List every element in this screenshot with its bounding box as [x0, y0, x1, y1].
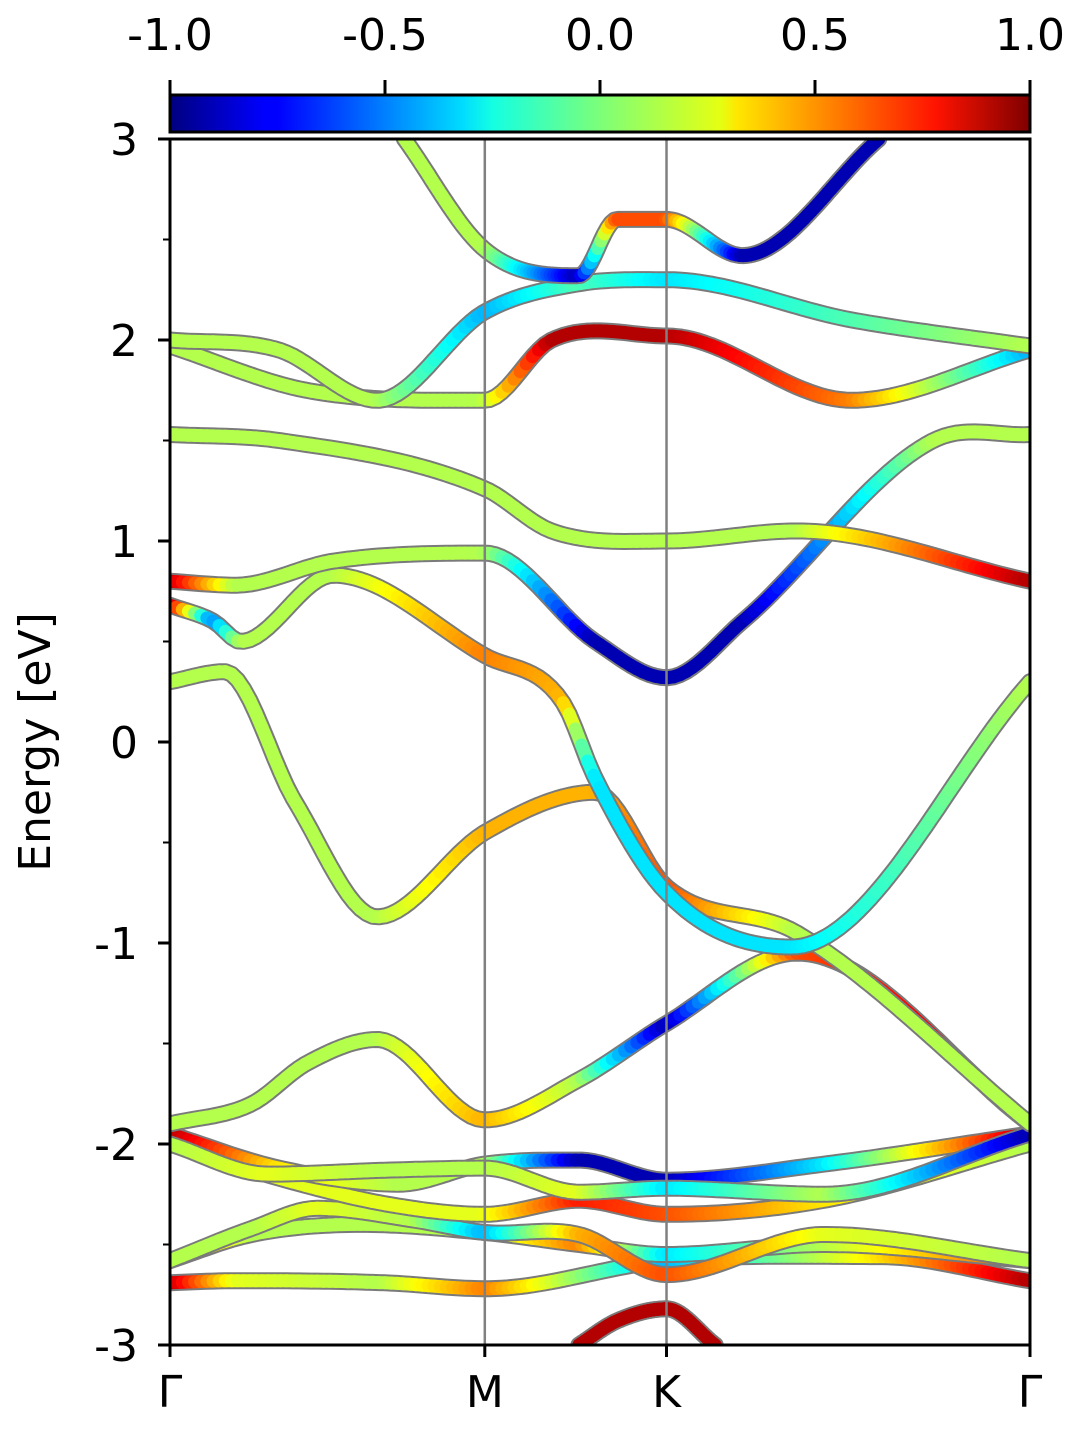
- band-6: [170, 1125, 1030, 1203]
- band-8: [170, 663, 1030, 1133]
- colorbar-tick-label: 0.5: [780, 10, 850, 61]
- y-tick-label: -3: [94, 1321, 138, 1372]
- band-9-outline: [170, 566, 1030, 956]
- x-tick-label: K: [652, 1367, 682, 1418]
- y-axis-label: Energy [eV]: [10, 612, 61, 872]
- x-tick-label: Γ: [158, 1367, 183, 1418]
- y-tick-label: 0: [110, 718, 138, 769]
- band-13: [170, 271, 1030, 409]
- x-tick-label: Γ: [1018, 1367, 1043, 1418]
- band-15: [570, 1300, 724, 1345]
- colorbar-tick-label: -1.0: [127, 10, 213, 61]
- band-3: [170, 1199, 1030, 1284]
- band-8-outline: [170, 663, 1030, 1133]
- colorbar: -1.0 -0.5 0.0 0.5 1.0: [127, 10, 1065, 134]
- colorbar-tick-label: 0.0: [565, 10, 635, 61]
- x-tick-label: M: [466, 1367, 504, 1418]
- y-tick-label: -2: [94, 1120, 138, 1171]
- colorbar-tick-label: -0.5: [342, 10, 428, 61]
- band-7-outline: [170, 944, 1030, 1133]
- band-7: [170, 944, 1030, 1133]
- y-tick-label: 3: [110, 115, 138, 166]
- colorbar-gradient: [168, 93, 1032, 134]
- band-11: [170, 426, 1030, 590]
- y-tick-label: 1: [110, 517, 138, 568]
- band-10: [170, 423, 1030, 687]
- y-tick-label: -1: [94, 919, 138, 970]
- band-14: [395, 139, 888, 285]
- band-9: [170, 566, 1030, 956]
- y-tick-label: 2: [110, 316, 138, 367]
- band-1: [170, 1247, 1030, 1298]
- colorbar-tick-label: 1.0: [995, 10, 1065, 61]
